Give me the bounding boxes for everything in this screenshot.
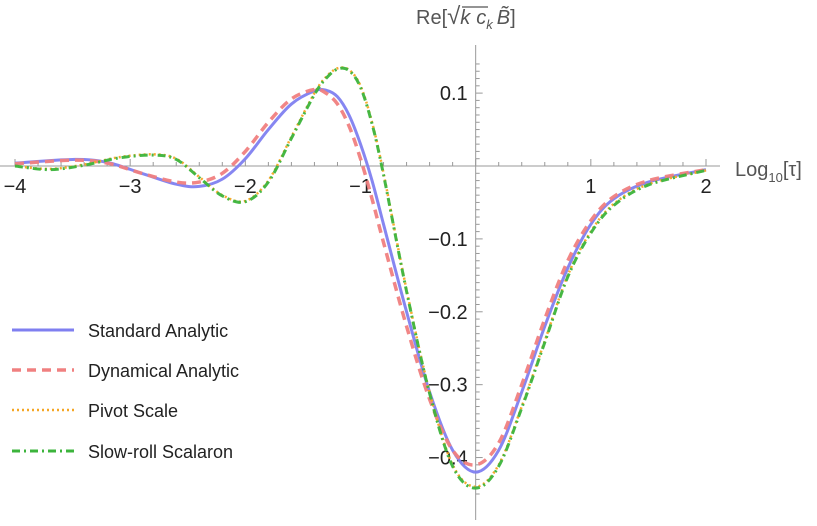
x-tick-label: 1	[585, 176, 596, 198]
legend-item: Pivot Scale	[12, 401, 178, 421]
series-line-4	[14, 66, 707, 490]
x-tick-label: 2	[700, 176, 711, 198]
y-tick-label: −0.4	[428, 448, 467, 470]
legend-item: Slow-roll Scalaron	[12, 442, 233, 462]
y-tick-label: −0.3	[428, 375, 467, 397]
legend-item: Dynamical Analytic	[12, 361, 239, 381]
legend-item: Standard Analytic	[12, 321, 228, 341]
y-tick-label: 0.1	[440, 83, 468, 105]
x-tick-label: −2	[234, 176, 257, 198]
legend-label: Slow-roll Scalaron	[88, 442, 233, 462]
x-tick-label: −3	[119, 176, 142, 198]
y-tick-label: −0.2	[428, 302, 467, 324]
legend: Standard Analytic Dynamical Analytic Pivot…	[12, 321, 239, 462]
series-line-1	[14, 87, 707, 474]
series-line-3	[14, 66, 707, 488]
series-line-2	[14, 87, 707, 467]
legend-label: Pivot Scale	[88, 401, 178, 421]
series-layer	[14, 66, 707, 490]
legend-label: Standard Analytic	[88, 321, 228, 341]
y-axis: 0.1 −0.1 −0.2 −0.3 −0.4	[428, 45, 483, 520]
legend-label: Dynamical Analytic	[88, 361, 239, 381]
x-axis-title: Log10[τ]	[735, 159, 802, 185]
y-axis-title: Re[√k ck B̃]	[416, 3, 516, 32]
x-tick-label: −4	[4, 176, 27, 198]
y-tick-label: −0.1	[428, 229, 467, 251]
